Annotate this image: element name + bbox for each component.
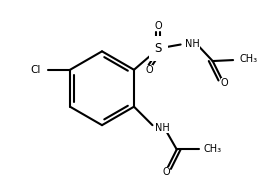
Text: CH₃: CH₃ [204,144,222,154]
Text: S: S [155,42,162,55]
Text: NH: NH [155,123,170,133]
Text: CH₃: CH₃ [240,54,258,64]
Text: Cl: Cl [30,65,41,75]
Text: O: O [146,65,153,75]
Text: O: O [154,21,162,31]
Text: O: O [220,78,228,88]
Text: O: O [162,167,170,177]
Text: NH: NH [185,39,200,49]
